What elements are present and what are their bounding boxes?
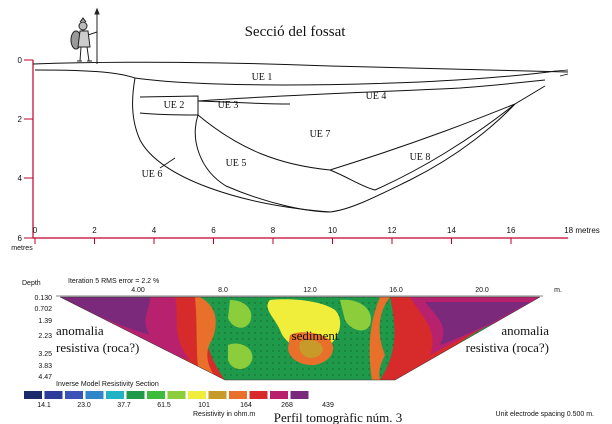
depth-tick-6: 6 xyxy=(18,234,23,243)
tomo-x-unit: m. xyxy=(554,287,562,294)
legend-swatch xyxy=(44,391,63,399)
section-title: Secció del fossat xyxy=(245,24,347,40)
ue7-label: UE 7 xyxy=(310,129,331,140)
depth-tick-2: 2 xyxy=(18,115,23,124)
legend-values: 14.1 23.0 37.7 61.5 101 164 268 439 xyxy=(37,402,334,409)
stratigraphy xyxy=(32,61,569,213)
legend-swatch xyxy=(270,391,288,399)
legend-swatch xyxy=(106,391,124,399)
tomo-x-tick: 12.0 xyxy=(303,287,317,294)
legend-title: Inverse Model Resistivity Section xyxy=(56,381,159,388)
distance-unit-label: 18 metres xyxy=(564,226,600,235)
ground-surface xyxy=(32,61,569,73)
ue8-boundary xyxy=(329,103,516,191)
annotation-right-line2: resistiva (roca?) xyxy=(466,340,549,355)
ue3-boundary xyxy=(197,100,291,105)
tomo-depth-tick: 0.130 xyxy=(34,295,52,302)
legend-swatch xyxy=(147,391,165,399)
distance-tick-label: 6 xyxy=(211,226,216,235)
figure-caption: Perfil tomogràfic núm. 3 xyxy=(274,410,403,424)
ue5-label: UE 5 xyxy=(226,158,247,169)
tomo-depth-tick: 2.23 xyxy=(38,333,52,340)
legend-swatch xyxy=(249,391,268,399)
legend-swatch xyxy=(290,391,309,399)
electrode-spacing: Unit electrode spacing 0.500 m. xyxy=(496,411,594,418)
depth-axis: 0 2 4 6 metres xyxy=(11,56,34,252)
legend-swatch xyxy=(167,391,186,399)
depth-unit-label: metres xyxy=(11,245,33,252)
distance-tick-label: 0 xyxy=(33,226,38,235)
soldier-figure xyxy=(70,7,100,64)
tomography-section: Depth Iteration 5 RMS error = 2.2 % 4.00… xyxy=(22,278,594,424)
ue1-label: UE 1 xyxy=(252,72,273,83)
legend-value: 439 xyxy=(322,402,334,409)
legend-value: 14.1 xyxy=(37,402,51,409)
distance-tick-label: 2 xyxy=(92,226,97,235)
depth-header: Depth xyxy=(22,280,41,287)
resistivity-unit: Resistivity in ohm.m xyxy=(193,411,255,418)
legend-value: 61.5 xyxy=(157,402,171,409)
tomo-depth-tick: 0.702 xyxy=(34,306,52,313)
legend-swatch xyxy=(229,391,247,399)
iteration-label: Iteration 5 RMS error = 2.2 % xyxy=(68,278,159,285)
ue4-label: UE 4 xyxy=(366,91,387,102)
ditch-outline xyxy=(132,77,546,213)
tomo-x-tick: 4.00 xyxy=(131,287,145,294)
tomo-x-ticks: 4.00 8.0 12.0 16.0 20.0 m. xyxy=(131,287,562,294)
depth-tick-4: 4 xyxy=(18,174,23,183)
distance-axis: 0 2 4 6 8 10 12 14 16 18 metres xyxy=(33,226,600,244)
legend-swatch xyxy=(188,391,206,399)
ue-labels: UE 1 UE 2 UE 3 UE 4 UE 5 UE 6 UE 7 UE 8 xyxy=(142,72,431,180)
ue4-boundary xyxy=(197,79,546,102)
ue5-boundary xyxy=(194,114,331,213)
distance-tick-label: 8 xyxy=(271,226,276,235)
tomo-x-tick: 20.0 xyxy=(475,287,489,294)
ue6-label: UE 6 xyxy=(142,169,163,180)
legend-swatch xyxy=(24,391,42,399)
depth-tick-0: 0 xyxy=(18,56,23,65)
distance-tick-label: 14 xyxy=(447,226,456,235)
annotation-left-line1: anomalia xyxy=(56,323,104,338)
legend-value: 268 xyxy=(281,402,293,409)
tomo-depth-tick: 3.83 xyxy=(38,363,52,370)
ue1-base xyxy=(34,69,557,86)
ue3-label: UE 3 xyxy=(218,100,239,111)
ue2-label: UE 2 xyxy=(164,100,185,111)
ditch-section: Secció del fossat 0 2 4 6 metre xyxy=(11,7,600,252)
legend-value: 101 xyxy=(198,402,210,409)
annotation-left-line2: resistiva (roca?) xyxy=(56,340,139,355)
tomo-x-tick: 8.0 xyxy=(218,287,228,294)
resistivity-legend xyxy=(24,391,309,399)
tomo-annotations: anomalia resistiva (roca?) sediment anom… xyxy=(56,323,549,355)
tomo-depth-tick: 1.39 xyxy=(38,318,52,325)
tomo-depth-tick: 3.25 xyxy=(38,351,52,358)
tomo-depth-ticks: 0.130 0.702 1.39 2.23 3.25 3.83 4.47 xyxy=(34,295,52,381)
legend-swatch xyxy=(126,391,145,399)
tomo-x-tick: 16.0 xyxy=(389,287,403,294)
distance-tick-label: 16 xyxy=(507,226,516,235)
legend-swatch xyxy=(85,391,104,399)
legend-swatch xyxy=(65,391,83,399)
annotation-right-line1: anomalia xyxy=(501,323,549,338)
distance-tick-label: 12 xyxy=(388,226,397,235)
legend-value: 164 xyxy=(240,402,252,409)
tomo-depth-tick: 4.47 xyxy=(38,374,52,381)
distance-tick-label: 10 xyxy=(328,226,337,235)
ue8-label: UE 8 xyxy=(410,152,431,163)
distance-tick-label: 4 xyxy=(152,226,157,235)
legend-value: 37.7 xyxy=(117,402,131,409)
legend-value: 23.0 xyxy=(77,402,91,409)
annotation-center: sediment xyxy=(292,328,339,343)
legend-swatch xyxy=(208,391,227,399)
